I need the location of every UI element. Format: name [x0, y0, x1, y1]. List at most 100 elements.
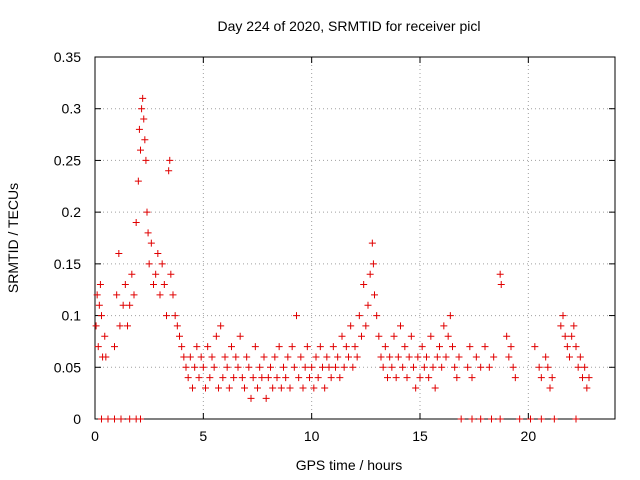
data-point: [267, 363, 274, 371]
data-point: [126, 415, 134, 423]
data-point: [566, 353, 573, 361]
data-point: [576, 353, 584, 361]
data-point: [199, 363, 207, 371]
data-point: [132, 218, 140, 226]
data-point: [169, 291, 177, 299]
data-point: [115, 250, 123, 258]
data-point: [130, 291, 138, 299]
data-point: [488, 415, 495, 423]
data-point: [150, 281, 157, 289]
data-point: [353, 353, 361, 361]
data-point: [368, 239, 376, 247]
data-point: [264, 374, 272, 382]
data-point: [138, 105, 146, 113]
data-point: [140, 115, 148, 123]
data-point: [497, 281, 505, 289]
data-point: [102, 353, 110, 361]
data-point: [98, 312, 105, 320]
data-point: [154, 250, 162, 258]
data-point: [290, 363, 298, 371]
data-point: [166, 156, 174, 164]
data-point: [98, 415, 105, 423]
data-point: [410, 363, 417, 371]
data-point: [449, 343, 456, 351]
data-point: [93, 291, 101, 299]
data-point: [145, 260, 153, 268]
data-point: [431, 384, 439, 392]
data-point: [119, 301, 127, 309]
data-point: [572, 415, 580, 423]
data-point: [507, 343, 515, 351]
data-point: [280, 363, 287, 371]
data-point: [446, 312, 454, 320]
data-point: [293, 312, 300, 320]
data-point: [171, 312, 179, 320]
data-point: [468, 415, 476, 423]
data-point: [485, 363, 493, 371]
data-point: [345, 353, 352, 361]
data-point: [401, 343, 409, 351]
data-point: [314, 374, 322, 382]
data-point: [113, 291, 121, 299]
data-point: [124, 322, 131, 330]
data-point: [433, 353, 441, 361]
data-point: [134, 177, 142, 185]
data-point: [423, 353, 430, 361]
data-point: [193, 343, 201, 351]
data-point: [568, 332, 576, 340]
data-point: [230, 374, 238, 382]
data-point: [436, 343, 443, 351]
data-point: [165, 167, 173, 175]
data-point: [477, 363, 485, 371]
plot-frame: [94, 56, 616, 420]
data-point: [275, 343, 283, 351]
data-point: [427, 332, 435, 340]
data-point: [397, 322, 404, 330]
data-point: [223, 363, 231, 371]
data-point: [288, 343, 296, 351]
data-point: [340, 363, 348, 371]
data-point: [416, 374, 424, 382]
data-point: [96, 281, 104, 289]
data-point: [572, 343, 580, 351]
data-point: [544, 363, 552, 371]
y-tick-label: 0.1: [62, 308, 82, 324]
data-point: [243, 353, 251, 361]
y-tick-label: 0.2: [62, 204, 82, 220]
data-point: [156, 291, 164, 299]
data-point: [381, 343, 389, 351]
data-point: [425, 374, 433, 382]
data-point: [147, 239, 155, 247]
data-point: [247, 394, 255, 402]
data-point: [256, 363, 264, 371]
data-point: [516, 415, 524, 423]
data-point: [399, 363, 407, 371]
data-point: [371, 291, 378, 299]
data-point: [262, 394, 270, 402]
data-point: [377, 353, 385, 361]
data-point: [412, 384, 420, 392]
data-point: [369, 260, 377, 268]
data-point: [550, 415, 558, 423]
data-point: [189, 384, 196, 392]
data-point: [379, 363, 387, 371]
data-point: [329, 343, 337, 351]
data-point: [95, 301, 103, 309]
data-point: [364, 301, 372, 309]
data-point: [429, 363, 437, 371]
data-point: [503, 332, 511, 340]
x-axis-label: GPS time / hours: [296, 457, 403, 473]
y-tick-label: 0.35: [54, 49, 81, 65]
data-point: [144, 229, 152, 237]
x-tick-label: 0: [91, 428, 99, 444]
y-tick-label: 0.25: [54, 152, 81, 168]
data-point: [531, 343, 539, 351]
data-point: [111, 415, 118, 423]
data-point: [191, 363, 199, 371]
data-point: [297, 353, 305, 361]
x-tick-label: 10: [304, 428, 320, 444]
data-point: [453, 374, 461, 382]
data-point: [206, 374, 214, 382]
